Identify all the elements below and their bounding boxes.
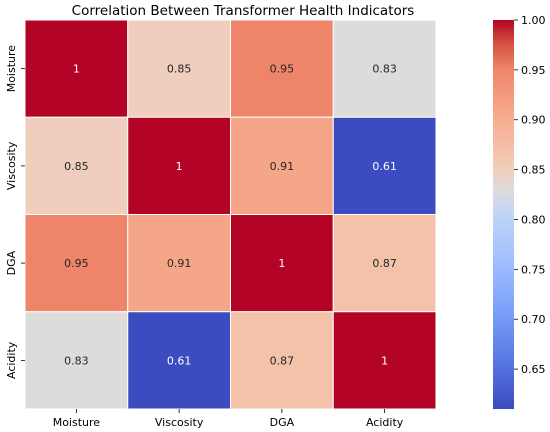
colorbar-tick-label: 0.85 [521, 164, 546, 177]
heatmap-cell [332, 214, 437, 313]
heatmap-cells [24, 19, 437, 410]
heatmap-cell [332, 19, 437, 118]
heatmap-cell [127, 214, 231, 313]
colorbar-tick-label: 0.95 [521, 64, 546, 77]
x-axis-ticks: Moisture Viscosity DGA Acidity [53, 409, 404, 429]
colorbar-tick-label: 0.75 [521, 263, 546, 276]
heatmap-cell [24, 311, 129, 410]
colorbar-tick-label: 0.90 [521, 114, 546, 127]
x-tick-label: Acidity [366, 416, 404, 429]
cell-annotation: 0.87 [372, 257, 397, 270]
colorbar-tick-label: 0.80 [521, 213, 546, 226]
cell-annotation: 0.91 [270, 160, 295, 173]
y-axis-ticks: Moisture Viscosity DGA Acidity [5, 45, 25, 379]
cell-annotation: 0.95 [270, 63, 295, 76]
x-tick-label: Viscosity [155, 416, 204, 429]
heatmap-cell [127, 116, 231, 215]
cell-annotation: 1 [176, 160, 183, 173]
colorbar-tick-label: 1.00 [521, 14, 546, 27]
cell-annotation: 1 [73, 63, 80, 76]
cell-annotation: 0.61 [167, 354, 192, 367]
cell-annotation: 0.87 [270, 354, 295, 367]
heatmap-cell [230, 19, 334, 118]
cell-annotation: 0.85 [64, 160, 89, 173]
cell-annotation: 0.61 [372, 160, 397, 173]
heatmap-cell [24, 19, 129, 118]
cell-annotation: 1 [278, 257, 285, 270]
heatmap-cell [230, 311, 334, 410]
heatmap-cell [127, 311, 231, 410]
y-tick-label: Moisture [5, 45, 18, 93]
cell-annotation: 0.83 [64, 354, 89, 367]
cell-annotations: 1 0.85 0.95 0.83 0.85 1 0.91 0.61 0.95 0.91 1 0.87 0… [64, 63, 397, 368]
cell-annotation: 0.83 [372, 63, 397, 76]
colorbar [493, 20, 514, 409]
colorbar-tick-label: 0.65 [521, 363, 546, 376]
heatmap-cell [127, 19, 231, 118]
cell-annotation: 1 [381, 354, 388, 367]
cell-annotation: 0.91 [167, 257, 192, 270]
heatmap-cell [332, 311, 437, 410]
y-tick-label: Acidity [5, 341, 18, 379]
cell-annotation: 0.95 [64, 257, 89, 270]
heatmap-cell [332, 116, 437, 215]
cell-annotation: 0.85 [167, 63, 192, 76]
x-tick-label: DGA [270, 416, 295, 429]
y-tick-label: DGA [5, 250, 18, 275]
chart-title: Correlation Between Transformer Health I… [72, 3, 415, 19]
colorbar-tick-label: 0.70 [521, 313, 546, 326]
heatmap-cell [24, 116, 129, 215]
x-tick-label: Moisture [53, 416, 101, 429]
colorbar-ticks: 0.65 0.70 0.75 0.80 0.85 0.90 0.95 1.00 [514, 14, 546, 376]
y-tick-label: Viscosity [5, 141, 18, 190]
